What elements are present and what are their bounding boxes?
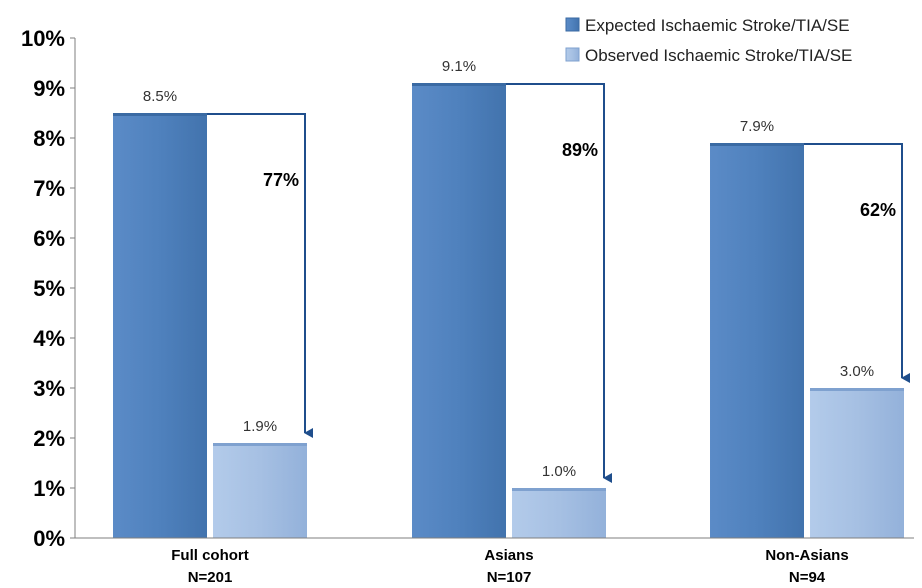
y-tick-label: 6%	[33, 226, 65, 251]
bar-cap	[113, 113, 207, 116]
bar-expected	[113, 113, 207, 538]
category-n-label: N=107	[487, 569, 532, 586]
bar-cap	[810, 388, 904, 391]
data-label: 1.9%	[243, 418, 277, 435]
category-n-label: N=94	[789, 569, 826, 586]
category-n-label: N=201	[188, 569, 233, 586]
bar-observed	[512, 488, 606, 538]
y-tick-label: 3%	[33, 376, 65, 401]
change-arrows: 77% 89% 62%	[207, 83, 910, 483]
reduction-arrow	[804, 143, 910, 383]
category-label: Non-Asians	[765, 547, 848, 564]
legend-swatch	[565, 17, 580, 32]
y-tick-label: 9%	[33, 76, 65, 101]
bar-cap	[412, 83, 506, 86]
reduction-label: 62%	[860, 200, 896, 220]
data-label: 3.0%	[840, 363, 874, 380]
y-tick-label: 8%	[33, 126, 65, 151]
bars: 8.5% 9.1% 7.9% 1.9% 1.0% 3.0%	[113, 58, 904, 538]
bar-cap	[512, 488, 606, 491]
data-label: 7.9%	[740, 118, 774, 135]
bar-expected	[412, 83, 506, 538]
reduction-arrow	[207, 113, 313, 438]
bar-expected	[710, 143, 804, 538]
legend-label: Expected Ischaemic Stroke/TIA/SE	[585, 16, 850, 35]
bar-observed	[213, 443, 307, 538]
reduction-label: 77%	[263, 170, 299, 190]
reduction-arrow	[506, 83, 612, 483]
bar-cap	[710, 143, 804, 146]
legend: Expected Ischaemic Stroke/TIA/SE Observed…	[565, 16, 852, 65]
reduction-label: 89%	[562, 140, 598, 160]
legend-label: Observed Ischaemic Stroke/TIA/SE	[585, 46, 852, 65]
data-label: 1.0%	[542, 463, 576, 480]
y-tick-label: 4%	[33, 326, 65, 351]
bar-cap	[213, 443, 307, 446]
y-tick-label: 10%	[21, 26, 65, 51]
x-axis: Full cohort N=201 Asians N=107 Non-Asians N=9…	[75, 537, 914, 586]
y-tick-label: 2%	[33, 426, 65, 451]
y-tick-label: 0%	[33, 526, 65, 551]
y-tick-label: 1%	[33, 476, 65, 501]
bar-observed	[810, 388, 904, 538]
category-label: Full cohort	[171, 547, 249, 564]
legend-swatch	[565, 47, 580, 62]
category-label: Asians	[484, 547, 533, 564]
data-label: 8.5%	[143, 88, 177, 105]
y-tick-label: 5%	[33, 276, 65, 301]
y-tick-label: 7%	[33, 176, 65, 201]
y-axis: 0% 1% 2% 3% 4% 5% 6% 7% 8% 9% 10%	[21, 26, 76, 551]
data-label: 9.1%	[442, 58, 476, 75]
